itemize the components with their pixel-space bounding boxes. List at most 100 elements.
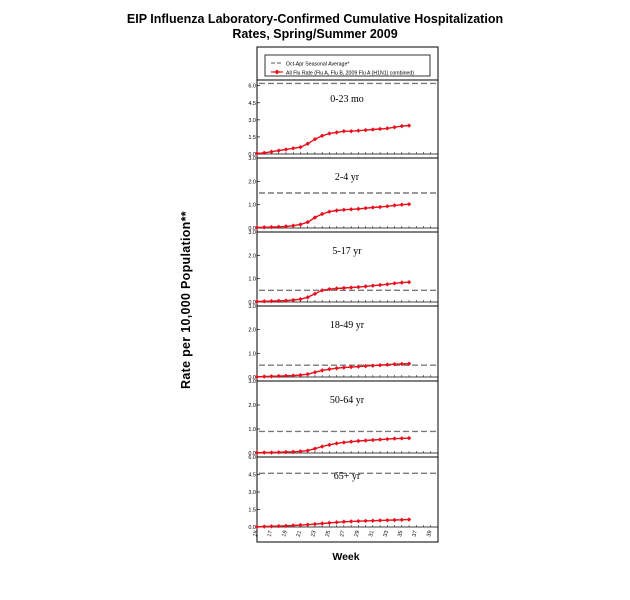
y-tick-label: 6.0 — [248, 84, 256, 90]
rate-point — [291, 449, 296, 454]
y-tick-label: 3.0 — [248, 490, 256, 496]
y-tick-label: 0.0 — [248, 226, 256, 232]
x-tick-label: 31 — [368, 530, 375, 537]
y-tick-label: 0.0 — [248, 300, 256, 306]
rate-point — [298, 222, 303, 227]
rate-point — [283, 298, 289, 303]
rate-point — [348, 364, 354, 370]
rate-point — [276, 523, 281, 529]
rate-point — [363, 438, 368, 443]
legend-marker-swatch — [274, 69, 280, 75]
rate-point — [291, 373, 296, 378]
rate-point — [377, 204, 383, 210]
y-tick-label: 0.0 — [248, 525, 256, 531]
rate-point — [319, 444, 325, 449]
panel-label: 50-64 yr — [330, 395, 365, 406]
rate-point — [298, 522, 303, 528]
rate-point — [262, 374, 267, 379]
rate-point — [319, 288, 325, 293]
rate-point — [377, 282, 383, 288]
y-tick-label: 4.5 — [248, 473, 256, 479]
x-tick-label: 37 — [412, 530, 419, 537]
panel-label: 65+ yr — [334, 471, 361, 482]
rate-point — [291, 523, 296, 528]
rate-point — [341, 440, 347, 445]
rate-point — [392, 281, 397, 286]
y-tick-label: 3.0 — [248, 118, 256, 124]
rate-point — [312, 446, 318, 451]
rate-point — [291, 297, 296, 303]
x-tick-label: 17 — [267, 530, 274, 537]
rate-point — [356, 284, 361, 290]
x-tick-label: 35 — [397, 530, 404, 537]
rate-point — [283, 523, 289, 529]
rate-point — [254, 299, 260, 304]
rate-point — [363, 127, 368, 133]
rate-point — [276, 224, 281, 230]
rate-point — [319, 368, 325, 373]
rate-point — [283, 449, 289, 455]
rate-point — [334, 130, 339, 135]
y-tick-label: 1.0 — [248, 427, 256, 433]
rate-point — [399, 517, 404, 522]
rate-point — [283, 224, 289, 229]
rate-point — [363, 363, 368, 369]
x-tick-label: 23 — [310, 530, 317, 537]
rate-point — [305, 295, 310, 300]
rate-point — [370, 283, 376, 288]
rate-point — [283, 373, 289, 379]
y-tick-label: 3.0 — [248, 230, 256, 236]
rate-point — [385, 126, 390, 131]
y-tick-label: 3.0 — [248, 156, 256, 162]
rate-point — [276, 373, 281, 379]
rate-point — [319, 211, 325, 217]
rate-point — [327, 286, 332, 292]
y-tick-label: 2.0 — [248, 328, 256, 334]
rate-point — [356, 364, 361, 369]
panel-label: 18-49 yr — [330, 320, 365, 331]
rate-point — [392, 125, 397, 130]
x-tick-label: 33 — [383, 530, 390, 537]
y-tick-label: 1.5 — [248, 508, 256, 514]
rate-point — [356, 518, 361, 524]
y-tick-label: 3.0 — [248, 304, 256, 310]
rate-point — [377, 362, 383, 368]
rate-point — [283, 147, 289, 152]
rate-point — [406, 279, 412, 285]
legend-dashed-label: Oct-Apr Seasonal Average* — [286, 62, 349, 68]
rate-point — [399, 123, 404, 129]
x-tick-label: 19 — [281, 530, 288, 537]
rate-point — [276, 298, 281, 304]
rate-point — [327, 520, 332, 526]
chart-title-line1: EIP Influenza Laboratory-Confirmed Cumul… — [126, 12, 504, 26]
y-tick-label: 6.0 — [248, 455, 256, 461]
rate-point — [327, 131, 332, 136]
rate-point — [385, 204, 390, 209]
rate-point — [262, 225, 267, 230]
rate-point — [370, 205, 376, 210]
rate-point — [406, 435, 412, 441]
rate-point — [269, 298, 274, 304]
x-tick-label: 29 — [354, 530, 361, 537]
y-tick-label: 4.5 — [248, 101, 256, 107]
rate-point — [341, 519, 347, 524]
rate-point — [312, 370, 318, 375]
rate-point — [363, 518, 368, 524]
rate-point — [348, 519, 354, 524]
rate-point — [385, 282, 390, 287]
chart-title: EIP Influenza Laboratory-Confirmed Cumul… — [0, 12, 630, 42]
rate-point — [356, 128, 361, 133]
rate-point — [341, 365, 347, 370]
x-tick-label: 15 — [252, 530, 259, 537]
rate-point — [363, 205, 368, 211]
rate-point — [348, 439, 354, 444]
rate-point — [298, 449, 303, 454]
rate-point — [305, 371, 310, 377]
rate-point — [305, 141, 310, 146]
panel-label: 0-23 mo — [330, 94, 364, 105]
rate-point — [262, 524, 267, 529]
rate-point — [406, 123, 412, 128]
rate-point — [385, 436, 390, 442]
rate-series-line — [256, 124, 410, 155]
